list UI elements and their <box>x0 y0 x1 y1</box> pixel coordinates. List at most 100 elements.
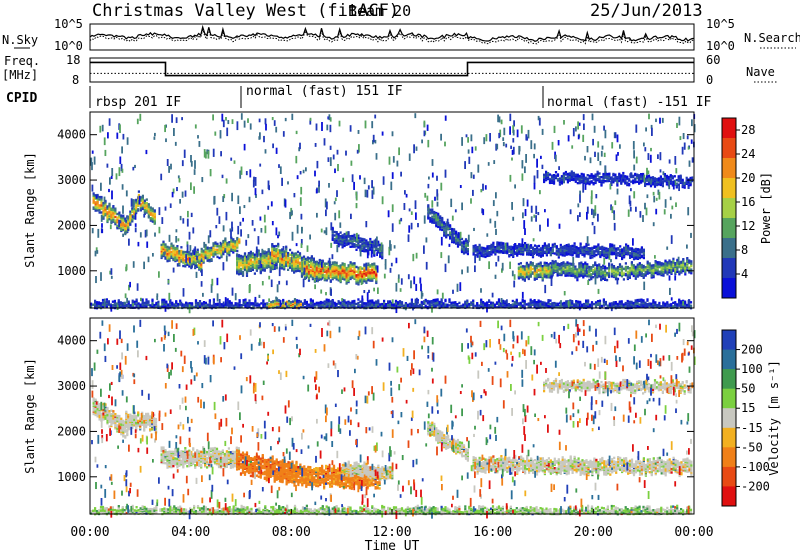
data-cell <box>170 242 173 245</box>
data-cell <box>141 197 144 200</box>
data-cell <box>642 172 645 176</box>
data-cell <box>679 180 682 183</box>
data-cell <box>655 182 659 185</box>
data-cell <box>570 274 573 277</box>
data-cell <box>638 248 642 251</box>
data-cell <box>313 267 316 270</box>
data-cell <box>327 271 330 274</box>
data-cell <box>309 269 313 272</box>
data-cell <box>335 277 338 280</box>
data-cell <box>277 257 280 260</box>
data-cell <box>554 171 558 174</box>
data-cell <box>247 269 250 273</box>
data-cell <box>331 265 334 268</box>
data-cell <box>583 245 586 249</box>
data-cell <box>630 261 633 264</box>
data-cell <box>262 301 265 305</box>
data-cell <box>441 216 444 220</box>
data-cell <box>145 198 148 201</box>
data-cell <box>539 267 542 270</box>
data-cell <box>520 247 523 250</box>
data-cell <box>248 299 251 302</box>
data-cell <box>194 258 197 261</box>
data-cell <box>605 253 608 256</box>
data-cell <box>535 245 539 248</box>
data-cell <box>492 247 495 250</box>
data-cell <box>377 305 380 308</box>
data-cell <box>439 228 442 231</box>
data-cell <box>182 258 185 262</box>
data-cell <box>180 246 183 249</box>
data-cell <box>612 177 615 180</box>
data-cell <box>626 175 629 178</box>
data-cell <box>228 244 231 247</box>
data-cell <box>440 304 443 307</box>
data-cell <box>363 263 366 266</box>
data-cell <box>554 266 557 269</box>
data-cell <box>98 211 101 214</box>
data-cell <box>686 261 689 265</box>
data-cell <box>627 253 630 256</box>
data-cell <box>335 241 338 244</box>
data-cell <box>110 211 113 214</box>
data-cell <box>452 303 455 307</box>
data-cell <box>551 243 554 246</box>
data-cell <box>436 304 439 307</box>
data-cell <box>601 245 604 249</box>
data-cell <box>575 245 578 249</box>
data-cell <box>576 278 579 282</box>
data-cell <box>230 304 233 307</box>
data-cell <box>612 269 616 273</box>
data-cell <box>525 261 528 265</box>
data-cell <box>257 266 260 269</box>
data-cell <box>255 268 258 271</box>
data-cell <box>307 264 311 267</box>
data-cell <box>553 242 556 246</box>
data-cell <box>108 205 111 208</box>
data-cell <box>353 233 356 237</box>
data-cell <box>361 249 364 252</box>
data-cell <box>674 262 677 265</box>
data-cell <box>652 271 655 274</box>
data-cell <box>357 276 360 279</box>
data-cell <box>311 276 314 280</box>
data-cell <box>624 272 627 276</box>
data-cell <box>623 246 626 249</box>
data-cell <box>365 273 368 276</box>
data-cell <box>271 243 274 246</box>
data-cell <box>646 270 649 273</box>
data-cell <box>359 239 362 243</box>
data-cell <box>547 251 550 254</box>
data-cell <box>591 252 594 255</box>
data-cell <box>595 245 598 248</box>
data-cell <box>347 270 350 273</box>
data-cell <box>242 301 245 304</box>
data-cell <box>441 228 444 232</box>
data-cell <box>535 263 538 266</box>
data-cell <box>574 270 577 273</box>
data-cell <box>456 237 460 240</box>
data-cell <box>600 277 603 281</box>
data-cell <box>165 300 168 303</box>
data-cell <box>141 300 144 304</box>
data-cell <box>608 272 611 275</box>
data-cell <box>574 267 577 271</box>
data-cell <box>627 244 630 248</box>
data-cell <box>592 268 595 272</box>
data-cell <box>664 266 667 270</box>
data-cell <box>525 272 528 275</box>
data-cell <box>359 304 362 307</box>
data-cell <box>683 186 686 189</box>
data-cell <box>206 257 209 260</box>
data-cell <box>398 303 402 306</box>
data-cell <box>228 300 231 303</box>
data-cell <box>618 268 622 271</box>
data-cell <box>247 268 250 271</box>
data-cell <box>262 299 265 302</box>
data-cell <box>341 262 344 265</box>
data-cell <box>226 241 229 245</box>
data-cell <box>579 248 582 251</box>
data-cell <box>450 301 453 304</box>
data-cell <box>105 303 108 306</box>
data-cell <box>636 267 639 270</box>
